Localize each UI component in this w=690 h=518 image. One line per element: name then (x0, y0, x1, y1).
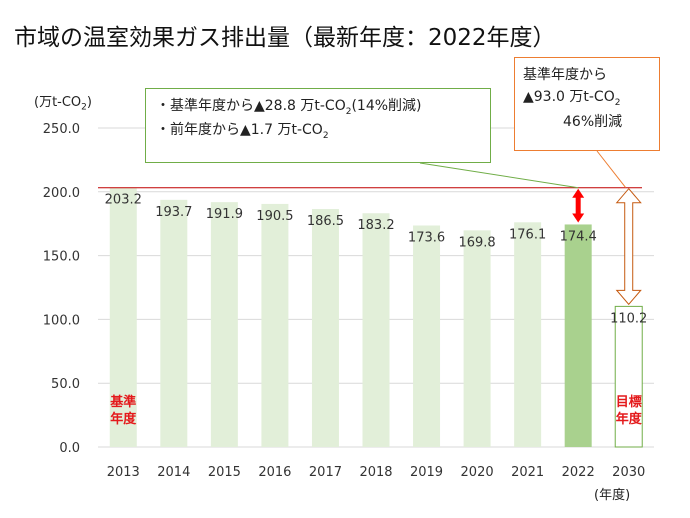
x-tick-label: 2014 (157, 465, 190, 480)
callout2-line1: 基準年度から (523, 67, 607, 83)
y-unit-suffix: ) (86, 95, 92, 110)
bar (311, 209, 339, 447)
x-tick-label: 2021 (511, 465, 544, 480)
y-tick-label: 200.0 (43, 186, 80, 201)
x-tick-label: 2020 (461, 465, 494, 480)
bar (463, 230, 491, 447)
bar (109, 187, 137, 447)
bars: 203.2 193.7 191.9 190.5 186.5 183.2 173.6 169.8… (105, 187, 647, 448)
y-axis-unit: (万t-CO2) (34, 91, 92, 113)
data-label: 190.5 (256, 209, 293, 224)
callout1-line2-text: 前年度から▲1.7 万t-CO (170, 122, 323, 139)
data-label: 110.2 (610, 311, 647, 326)
y-unit-subscript: 2 (81, 102, 87, 113)
bar (514, 222, 542, 447)
bar (413, 225, 441, 447)
bar-latest-2022 (564, 224, 592, 447)
callout2-line3: 46%削減 (563, 113, 623, 130)
data-label: 186.5 (307, 214, 344, 229)
callout1-line1: ・基準年度から▲28.8 万t-CO2(14%削減) (156, 95, 490, 119)
data-label: 191.9 (206, 207, 243, 222)
x-tick-labels: 2013 2014 2015 2016 2017 2018 2019 2020 2021 2022… (107, 465, 646, 480)
x-tick-label: 2016 (258, 465, 291, 480)
data-label: 193.7 (155, 205, 192, 220)
y-tick-label: 50.0 (51, 377, 80, 392)
callout1-pointer (419, 162, 579, 189)
x-tick-label: 2018 (359, 465, 392, 480)
reduction-arrow-2030 (615, 187, 642, 306)
co2-subscript: 2 (322, 130, 329, 141)
x-tick-label: 2015 (208, 465, 241, 480)
callout-target-reduction: 基準年度から ▲93.0 万t-CO2 46%削減 (514, 57, 660, 151)
bar (261, 203, 289, 447)
y-tick-label: 250.0 (43, 122, 80, 137)
co2-subscript: 2 (345, 106, 352, 117)
y-unit-prefix: (万t-CO (34, 95, 82, 110)
callout2-pointer (596, 150, 627, 189)
target-year-label: 年度 (616, 411, 643, 427)
x-axis-unit: (年度) (594, 488, 631, 503)
bar (160, 199, 188, 447)
y-tick-label: 100.0 (43, 313, 80, 328)
base-year-label: 年度 (110, 411, 137, 427)
bullet: ・ (156, 98, 170, 114)
bar (210, 202, 238, 447)
bullet: ・ (156, 122, 170, 139)
y-tick-label: 0.0 (59, 441, 80, 456)
data-label: 176.1 (509, 227, 546, 242)
data-label: 183.2 (357, 218, 394, 233)
data-label: 169.8 (458, 235, 495, 250)
x-tick-label: 2022 (562, 465, 595, 480)
callout-base-comparison: ・基準年度から▲28.8 万t-CO2(14%削減) ・前年度から▲1.7 万t… (145, 88, 491, 163)
base-year-label: 基準 (109, 394, 136, 410)
data-label: 173.6 (408, 230, 445, 245)
co2-subscript: 2 (614, 98, 621, 109)
y-tick-label: 150.0 (43, 250, 80, 265)
callout1-line1-text: 基準年度から▲28.8 万t-CO (170, 98, 346, 114)
bar-target-2030 (614, 305, 643, 448)
callout2-line2-text: ▲93.0 万t-CO (523, 89, 615, 106)
callout1-line1-tail: (14%削減) (351, 98, 422, 114)
data-label: 174.4 (560, 229, 597, 244)
x-tick-label: 2019 (410, 465, 443, 480)
x-tick-label: 2013 (107, 465, 140, 480)
target-year-label: 目標 (616, 394, 642, 410)
bar (362, 213, 390, 447)
data-label: 203.2 (105, 193, 142, 208)
chart-title: 市域の温室効果ガス排出量（最新年度：2022年度） (14, 25, 556, 51)
callout2-line2: ▲93.0 万t-CO2 (523, 86, 651, 110)
x-tick-label: 2017 (309, 465, 342, 480)
y-tick-labels: 0.0 50.0 100.0 150.0 200.0 250.0 (43, 122, 80, 456)
x-tick-label: 2030 (612, 465, 645, 480)
reduction-arrow-2022 (572, 188, 585, 223)
callout1-line2: ・前年度から▲1.7 万t-CO2 (156, 119, 490, 143)
